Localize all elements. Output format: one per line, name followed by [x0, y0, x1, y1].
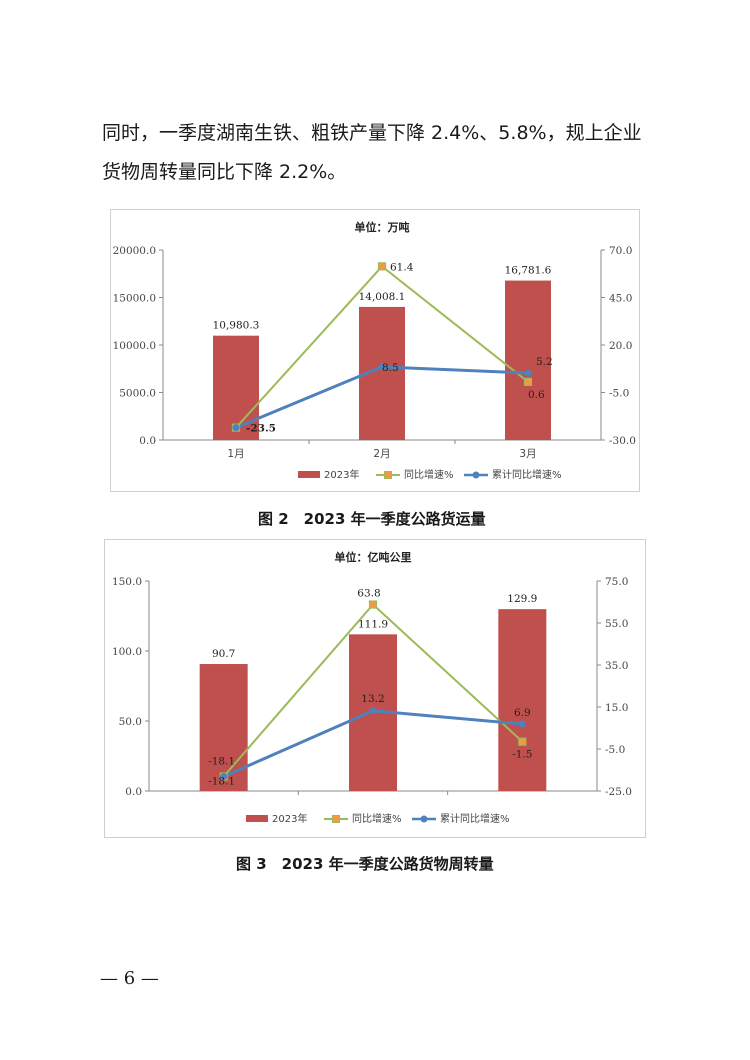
legend-yoy-marker [332, 815, 340, 823]
x-tick-label: 2月 [373, 448, 390, 460]
cumulative-data-label: -18.1 [208, 776, 235, 788]
legend-cumulative-marker [472, 471, 480, 479]
right-tick-label: 75.0 [605, 576, 628, 588]
chart-title: 单位：亿吨公里 [335, 550, 412, 564]
legend-bar-label: 2023年 [324, 468, 359, 481]
left-tick-label: 50.0 [119, 716, 142, 728]
left-tick-label: 150.0 [112, 576, 142, 588]
legend-yoy-marker [384, 471, 392, 479]
freight-volume-chart: 单位：万吨 0.0 5000.0 10000.0 15000.0 20000.0 -30.0… [110, 209, 640, 492]
yoy-growth-point [377, 262, 387, 271]
left-tick-label: 0.0 [139, 435, 156, 447]
page-number: — 6 — [100, 968, 159, 989]
freight-volume-chart-svg: 单位：万吨 0.0 5000.0 10000.0 15000.0 20000.0 -30.0… [113, 220, 636, 481]
bar [199, 664, 248, 791]
bar-data-label: 129.9 [507, 593, 537, 605]
legend-bar-swatch [298, 471, 320, 478]
cumulative-data-label: 6.9 [514, 707, 531, 719]
yoy-growth-point [368, 600, 378, 609]
legend-yoy-label: 同比增速% [352, 812, 402, 825]
cumulative-data-label: 13.2 [361, 693, 384, 705]
yoy-data-label: -1.5 [512, 749, 532, 761]
bar-data-label: 90.7 [212, 648, 235, 660]
right-tick-label: 70.0 [609, 245, 632, 257]
right-tick-label: 55.0 [605, 618, 628, 630]
paragraph-line-1: 同时，一季度湖南生铁、粗铁产量下降 2.4%、5.8%，规上企业 [102, 122, 642, 144]
bar-data-label: 111.9 [358, 618, 388, 630]
cumulative-growth-point [378, 363, 386, 371]
bar [505, 280, 551, 440]
legend-bar-label: 2023年 [272, 812, 307, 825]
yoy-data-label: 63.8 [357, 588, 380, 600]
right-tick-label: 15.0 [605, 702, 628, 714]
yoy-data-label: 61.4 [390, 261, 414, 273]
left-tick-label: 10000.0 [113, 340, 156, 352]
right-tick-label: -5.0 [609, 388, 629, 400]
bar-data-label: 16,781.6 [505, 265, 552, 277]
left-tick-label: 0.0 [125, 786, 142, 798]
yoy-growth-point [518, 737, 527, 746]
freight-turnover-chart: 单位：亿吨公里 0.0 50.0 100.0 150.0 -25.0 -5.0 15.0 35.… [104, 539, 646, 838]
right-tick-label: 20.0 [609, 340, 632, 352]
legend-bar-swatch [246, 815, 268, 822]
x-tick-label: 1月 [227, 448, 244, 460]
cumulative-growth-point [220, 773, 228, 781]
bar-data-label: 14,008.1 [359, 291, 406, 303]
body-paragraph: 同时，一季度湖南生铁、粗铁产量下降 2.4%、5.8%，规上企业 货物周转量同比… [102, 114, 662, 192]
cumulative-growth-point [232, 424, 240, 432]
x-tick-label: 3月 [519, 448, 536, 460]
freight-turnover-chart-svg: 单位：亿吨公里 0.0 50.0 100.0 150.0 -25.0 -5.0 15.0 35.… [112, 550, 632, 825]
cumulative-data-label: -23.5 [246, 423, 276, 435]
figure-3-caption: 图 3 2023 年一季度公路货物周转量 [236, 855, 494, 873]
right-tick-label: 45.0 [609, 293, 632, 305]
bar [498, 609, 547, 791]
legend-cumulative-label: 累计同比增速% [440, 812, 510, 825]
yoy-data-label: -18.1 [208, 756, 235, 768]
cumulative-growth-point [369, 707, 377, 715]
yoy-growth-point [523, 377, 533, 386]
right-tick-label: -25.0 [605, 786, 632, 798]
cumulative-growth-point [518, 720, 526, 728]
left-tick-label: 15000.0 [113, 293, 156, 305]
left-tick-label: 100.0 [112, 646, 142, 658]
cumulative-growth-point [524, 369, 532, 377]
right-tick-label: -30.0 [609, 435, 636, 447]
figure-2-caption: 图 2 2023 年一季度公路货运量 [258, 510, 486, 528]
left-tick-label: 20000.0 [113, 245, 156, 257]
paragraph-line-2: 货物周转量同比下降 2.2%。 [102, 161, 347, 183]
legend-cumulative-label: 累计同比增速% [492, 468, 562, 481]
cumulative-data-label: 8.5 [382, 362, 399, 374]
right-tick-label: 35.0 [605, 660, 628, 672]
right-tick-label: -5.0 [605, 744, 625, 756]
yoy-data-label: 0.6 [528, 389, 545, 401]
chart-title: 单位：万吨 [355, 220, 410, 234]
cumulative-data-label: 5.2 [536, 356, 553, 368]
legend-yoy-label: 同比增速% [404, 468, 454, 481]
bar-data-label: 10,980.3 [213, 320, 260, 332]
left-tick-label: 5000.0 [119, 388, 156, 400]
legend-cumulative-marker [420, 815, 428, 823]
